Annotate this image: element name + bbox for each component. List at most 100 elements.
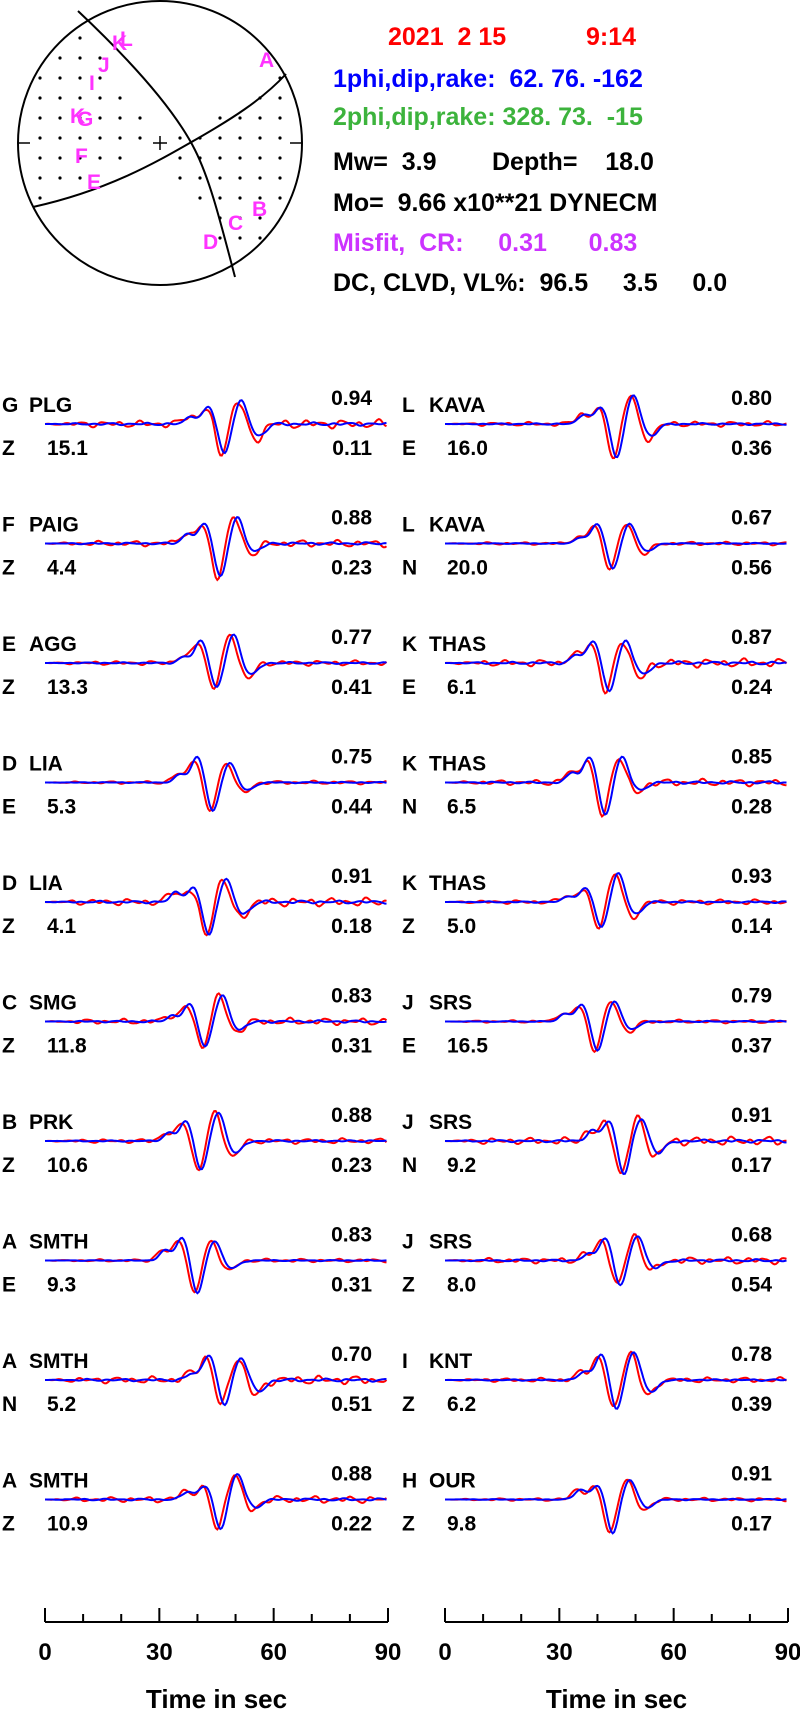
waveform-panel: K THAS 0.85 N 6.5 0.28	[402, 746, 787, 819]
trace-id-label: C	[2, 992, 17, 1015]
trace-station-label: LIA	[29, 753, 63, 776]
trace-misfit-label: 0.41	[331, 676, 372, 699]
compression-dot	[58, 156, 62, 160]
trace-comp-label: Z	[2, 1513, 15, 1536]
compression-dot	[198, 176, 202, 180]
compression-dot	[218, 196, 222, 200]
waveform-panel: J SRS 0.79 E 16.5 0.37	[402, 985, 787, 1058]
trace-shift-label: 4.1	[47, 915, 77, 938]
synthetic-trace	[445, 1000, 787, 1052]
waveform-panel: J SRS 0.91 N 9.2 0.17	[402, 1104, 787, 1177]
trace-cc-label: 0.75	[331, 746, 372, 769]
synthetic-trace	[45, 1354, 387, 1407]
trace-cc-label: 0.93	[731, 865, 772, 888]
compression-dot	[78, 176, 82, 180]
compression-dot	[98, 156, 102, 160]
synthetic-trace	[45, 1472, 387, 1531]
waveform-panel: J SRS 0.68 Z 8.0 0.54	[402, 1224, 787, 1297]
compression-dot	[178, 136, 182, 140]
trace-comp-label: N	[402, 557, 417, 580]
observed-trace	[45, 516, 388, 582]
trace-misfit-label: 0.14	[731, 915, 772, 938]
station-letter-l: L	[120, 28, 133, 51]
station-letter-e: E	[87, 171, 101, 194]
trace-cc-label: 0.91	[331, 865, 372, 888]
trace-misfit-label: 0.28	[731, 796, 772, 819]
compression-dot	[58, 176, 62, 180]
trace-station-label: THAS	[429, 753, 486, 776]
compression-dot	[258, 236, 262, 240]
tick-label: 30	[546, 1639, 573, 1666]
trace-cc-label: 0.83	[331, 985, 372, 1008]
compression-dot	[218, 156, 222, 160]
trace-id-label: F	[2, 514, 15, 537]
trace-cc-label: 0.88	[331, 507, 372, 530]
trace-shift-label: 13.3	[47, 676, 88, 699]
waveform-panel: B PRK 0.88 Z 10.6 0.23	[2, 1104, 388, 1177]
trace-comp-label: Z	[2, 437, 15, 460]
trace-misfit-label: 0.22	[331, 1513, 372, 1536]
trace-cc-label: 0.67	[731, 507, 772, 530]
tick-label: 90	[775, 1639, 800, 1666]
moment-magnitude: Mw= 3.9	[333, 148, 437, 176]
compression-dot	[98, 136, 102, 140]
compression-dot	[258, 176, 262, 180]
compression-dot	[58, 56, 62, 60]
compression-dot	[58, 96, 62, 100]
compression-dot	[118, 136, 122, 140]
compression-dot	[258, 136, 262, 140]
trace-shift-label: 11.8	[47, 1035, 87, 1058]
trace-comp-label: Z	[402, 1393, 415, 1416]
waveform-panel: D LIA 0.75 E 5.3 0.44	[2, 746, 387, 819]
trace-shift-label: 6.5	[447, 796, 477, 819]
trace-id-label: A	[2, 1231, 17, 1254]
trace-id-label: I	[402, 1350, 408, 1373]
compression-dot	[278, 196, 282, 200]
compression-dot	[278, 116, 282, 120]
trace-station-label: SMTH	[29, 1350, 89, 1373]
trace-station-label: SRS	[429, 992, 472, 1015]
station-letter-k-2: K	[112, 32, 127, 55]
plane-2-params: 2phi,dip,rake: 328. 73. -15	[333, 103, 643, 131]
time-axes: 0 30 60 90 Time in sec 0 30 60 90 Time in sec	[38, 1608, 800, 1710]
trace-misfit-label: 0.24	[731, 676, 772, 699]
synthetic-trace	[45, 755, 387, 813]
compression-dot	[218, 176, 222, 180]
observed-trace	[45, 1109, 388, 1172]
trace-comp-label: E	[2, 1274, 16, 1297]
trace-shift-label: 5.2	[47, 1393, 76, 1416]
trace-id-label: K	[402, 633, 417, 656]
waveform-panel: I KNT 0.78 Z 6.2 0.39	[402, 1343, 787, 1416]
trace-misfit-label: 0.31	[331, 1274, 372, 1297]
trace-misfit-label: 0.23	[331, 1154, 372, 1177]
compression-dot	[258, 156, 262, 160]
trace-cc-label: 0.70	[331, 1343, 372, 1366]
trace-shift-label: 16.5	[447, 1035, 488, 1058]
compression-dot	[38, 116, 42, 120]
compression-dot	[98, 116, 102, 120]
compression-dot	[238, 156, 242, 160]
compression-dot	[218, 236, 222, 240]
station-letter-c: C	[228, 212, 243, 235]
trace-id-label: H	[402, 1470, 417, 1493]
trace-misfit-label: 0.36	[731, 437, 772, 460]
synthetic-trace	[445, 1118, 787, 1175]
compression-dot	[238, 196, 242, 200]
compression-dot	[258, 116, 262, 120]
trace-comp-label: E	[2, 796, 16, 819]
synthetic-trace	[45, 1236, 387, 1295]
tick-label: 60	[260, 1639, 287, 1666]
waveform-panel: L KAVA 0.67 N 20.0 0.56	[402, 507, 787, 580]
synthetic-trace	[445, 639, 787, 693]
waveform-panel: L KAVA 0.80 E 16.0 0.36	[402, 387, 787, 460]
event-time: 9:14	[586, 23, 636, 51]
nodal-plane-2	[32, 73, 287, 208]
trace-station-label: THAS	[429, 872, 486, 895]
trace-misfit-label: 0.56	[731, 557, 772, 580]
trace-comp-label: Z	[2, 676, 15, 699]
compression-dot	[198, 196, 202, 200]
trace-shift-label: 5.3	[47, 796, 76, 819]
synthetic-trace	[445, 871, 787, 928]
compression-dot	[38, 176, 42, 180]
compression-dot	[78, 96, 82, 100]
